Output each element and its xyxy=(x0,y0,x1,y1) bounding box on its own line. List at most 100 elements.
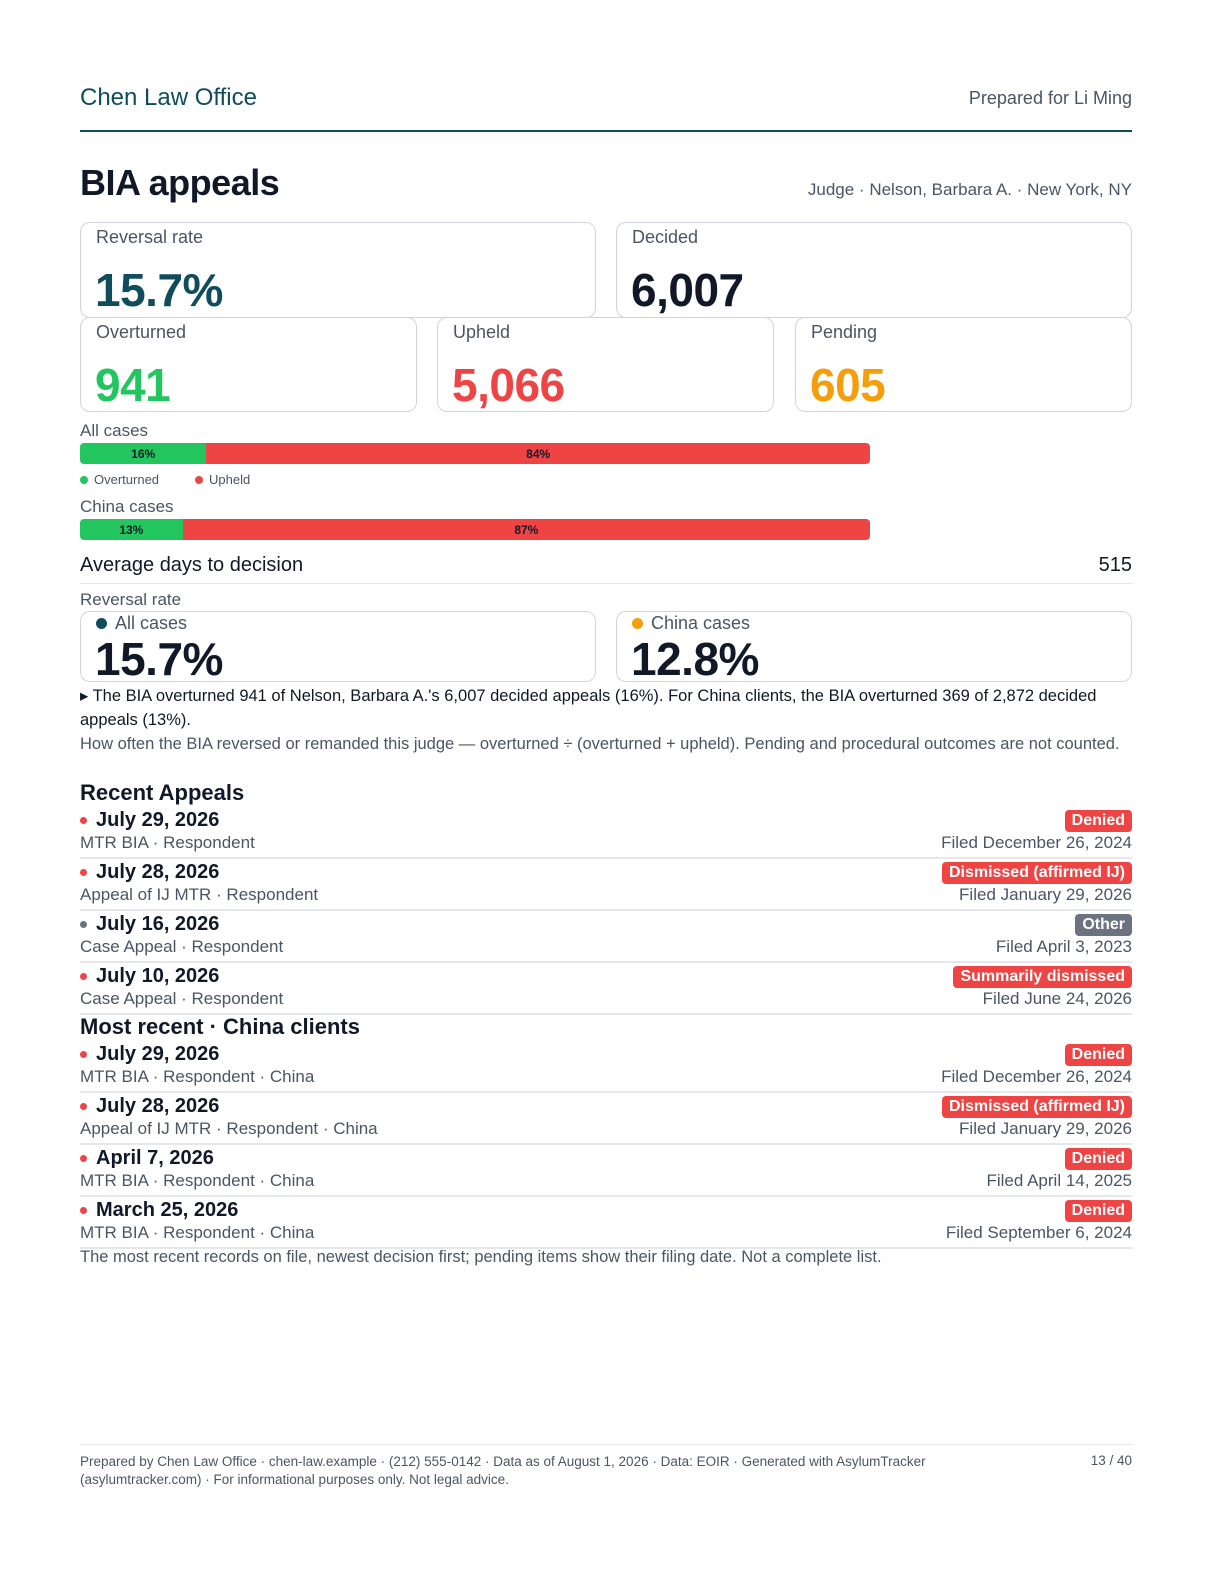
decided-card: Decided 6,007 xyxy=(616,222,1132,318)
status-badge: Dismissed (affirmed IJ) xyxy=(941,862,1132,884)
appeal-date: July 29, 2026 xyxy=(80,809,219,832)
status-badge: Denied xyxy=(1064,1044,1132,1066)
appeal-row: July 10, 2026 Case Appeal · Respondent Sum… xyxy=(80,965,1132,1015)
all-cases-bar: 16% 84% xyxy=(80,443,870,464)
appeal-date-text: July 10, 2026 xyxy=(96,965,220,987)
appeal-date: July 28, 2026 xyxy=(80,861,219,884)
reversal-china-card: China cases 12.8% xyxy=(616,611,1132,685)
status-badge: Denied xyxy=(1064,810,1132,832)
upheld-card: Upheld 5,066 xyxy=(437,317,774,412)
appeal-row: July 28, 2026 Appeal of IJ MTR · Responde… xyxy=(80,1095,1132,1145)
page-footer: Prepared by Chen Law Office · chen-law.e… xyxy=(80,1444,1132,1489)
appeal-meta: Appeal of IJ MTR · Respondent · China xyxy=(80,1119,378,1138)
appeal-meta: MTR BIA · Respondent · China xyxy=(80,1067,315,1086)
appeal-date-text: April 7, 2026 xyxy=(96,1147,214,1169)
reversal-rate-card: Reversal rate 15.7% xyxy=(80,222,596,318)
status-badge: Denied xyxy=(1064,1148,1132,1170)
status-dot-icon xyxy=(80,1051,87,1058)
china-overturned-pct: 13% xyxy=(119,522,144,537)
appeal-meta: Case Appeal · Respondent xyxy=(80,989,284,1008)
appeal-date: July 10, 2026 xyxy=(80,965,219,988)
reversal-china-label-wrap: China cases xyxy=(632,613,750,634)
all-upheld-pct: 84% xyxy=(526,446,551,461)
average-days-row: Average days to decision 515 xyxy=(80,554,1132,584)
status-dot-icon xyxy=(80,1207,87,1214)
appeal-meta: MTR BIA · Respondent · China xyxy=(80,1171,315,1190)
status-badge: Summarily dismissed xyxy=(953,966,1132,988)
reversal-rate-section-label: Reversal rate xyxy=(80,590,182,609)
legend-upheld-label: Upheld xyxy=(209,472,251,487)
status-badge: Dismissed (affirmed IJ) xyxy=(941,1096,1132,1118)
reversal-rate-label: Reversal rate xyxy=(96,227,204,247)
all-upheld-segment: 84% xyxy=(206,443,870,464)
china-clients-heading: Most recent · China clients xyxy=(80,1014,360,1039)
reversal-rate-value: 15.7% xyxy=(95,264,223,316)
brand-name: Chen Law Office xyxy=(80,84,257,111)
teal-dot-icon xyxy=(96,618,107,629)
status-dot-icon xyxy=(80,869,87,876)
appeal-date-text: July 16, 2026 xyxy=(96,913,220,935)
appeal-date-text: July 29, 2026 xyxy=(96,1043,220,1065)
status-dot-icon xyxy=(80,817,87,824)
all-overturned-segment: 16% xyxy=(80,443,207,464)
page-number: 13 / 40 xyxy=(1090,1453,1132,1468)
appeal-row: July 29, 2026 MTR BIA · Respondent Denied F… xyxy=(80,809,1132,859)
status-dot-icon xyxy=(80,921,87,928)
reversal-all-label: All cases xyxy=(115,613,188,633)
list-note: The most recent records on file, newest … xyxy=(80,1248,882,1266)
appeal-row: July 29, 2026 MTR BIA · Respondent · Chin… xyxy=(80,1043,1132,1093)
filed-date: Filed September 6, 2024 xyxy=(945,1223,1132,1242)
all-overturned-pct: 16% xyxy=(131,446,156,461)
recent-appeals-heading: Recent Appeals xyxy=(80,780,245,805)
prepared-for: Prepared for Li Ming xyxy=(968,88,1132,108)
page-title: BIA appeals xyxy=(80,162,280,203)
appeal-date: July 29, 2026 xyxy=(80,1043,219,1066)
appeal-meta: MTR BIA · Respondent · China xyxy=(80,1223,315,1242)
appeal-date: July 16, 2026 xyxy=(80,913,219,936)
filed-date: Filed December 26, 2024 xyxy=(941,833,1132,852)
appeal-row: April 7, 2026 MTR BIA · Respondent · Chin… xyxy=(80,1147,1132,1197)
status-dot-icon xyxy=(80,1155,87,1162)
appeal-date-text: July 28, 2026 xyxy=(96,1095,220,1117)
green-dot-icon xyxy=(80,475,88,484)
page-header: Chen Law Office Prepared for Li Ming xyxy=(80,84,1132,132)
filed-date: Filed June 24, 2026 xyxy=(982,989,1132,1008)
china-cases-bar-label: China cases xyxy=(80,497,174,516)
china-overturned-segment: 13% xyxy=(80,519,183,540)
appeal-meta: Case Appeal · Respondent xyxy=(80,937,284,956)
filed-date: Filed January 29, 2026 xyxy=(959,1119,1132,1138)
appeal-row: March 25, 2026 MTR BIA · Respondent · Chi… xyxy=(80,1199,1132,1249)
overturned-value: 941 xyxy=(95,359,171,411)
overturned-card: Overturned 941 xyxy=(80,317,417,412)
average-days-value: 515 xyxy=(1098,554,1132,576)
method-note: How often the BIA reversed or remanded t… xyxy=(80,735,1120,753)
china-cases-bar: 13% 87% xyxy=(80,519,870,540)
page-subtitle: Judge · Nelson, Barbara A. · New York, N… xyxy=(807,180,1132,199)
pending-label: Pending xyxy=(811,322,878,342)
appeal-meta: Appeal of IJ MTR · Respondent xyxy=(80,885,319,904)
all-cases-bar-label: All cases xyxy=(80,421,149,440)
filed-date: Filed April 14, 2025 xyxy=(986,1171,1132,1190)
upheld-label: Upheld xyxy=(453,322,511,342)
appeal-date-text: March 25, 2026 xyxy=(96,1199,239,1221)
appeal-row: July 28, 2026 Appeal of IJ MTR · Responde… xyxy=(80,861,1132,911)
status-badge: Denied xyxy=(1064,1200,1132,1222)
china-upheld-segment: 87% xyxy=(182,519,870,540)
appeal-date: March 25, 2026 xyxy=(80,1199,238,1222)
reversal-all-label-wrap: All cases xyxy=(96,613,187,634)
bar-legend: Overturned Upheld xyxy=(80,472,250,487)
upheld-value: 5,066 xyxy=(452,359,565,411)
appeal-date-text: July 28, 2026 xyxy=(96,861,220,883)
orange-dot-icon xyxy=(632,618,643,629)
china-upheld-pct: 87% xyxy=(514,522,539,537)
red-dot-icon xyxy=(195,475,204,484)
summary-text[interactable]: ▸ The BIA overturned 941 of Nelson, Barb… xyxy=(80,687,1097,729)
filed-date: Filed December 26, 2024 xyxy=(941,1067,1132,1086)
average-days-label: Average days to decision xyxy=(80,554,304,576)
reversal-all-card: All cases 15.7% xyxy=(80,611,596,685)
overturned-label: Overturned xyxy=(96,322,187,342)
appeal-row: July 16, 2026 Case Appeal · Respondent Oth… xyxy=(80,913,1132,963)
pending-card: Pending 605 xyxy=(795,317,1132,412)
status-badge: Other xyxy=(1075,914,1132,936)
status-dot-icon xyxy=(80,973,87,980)
